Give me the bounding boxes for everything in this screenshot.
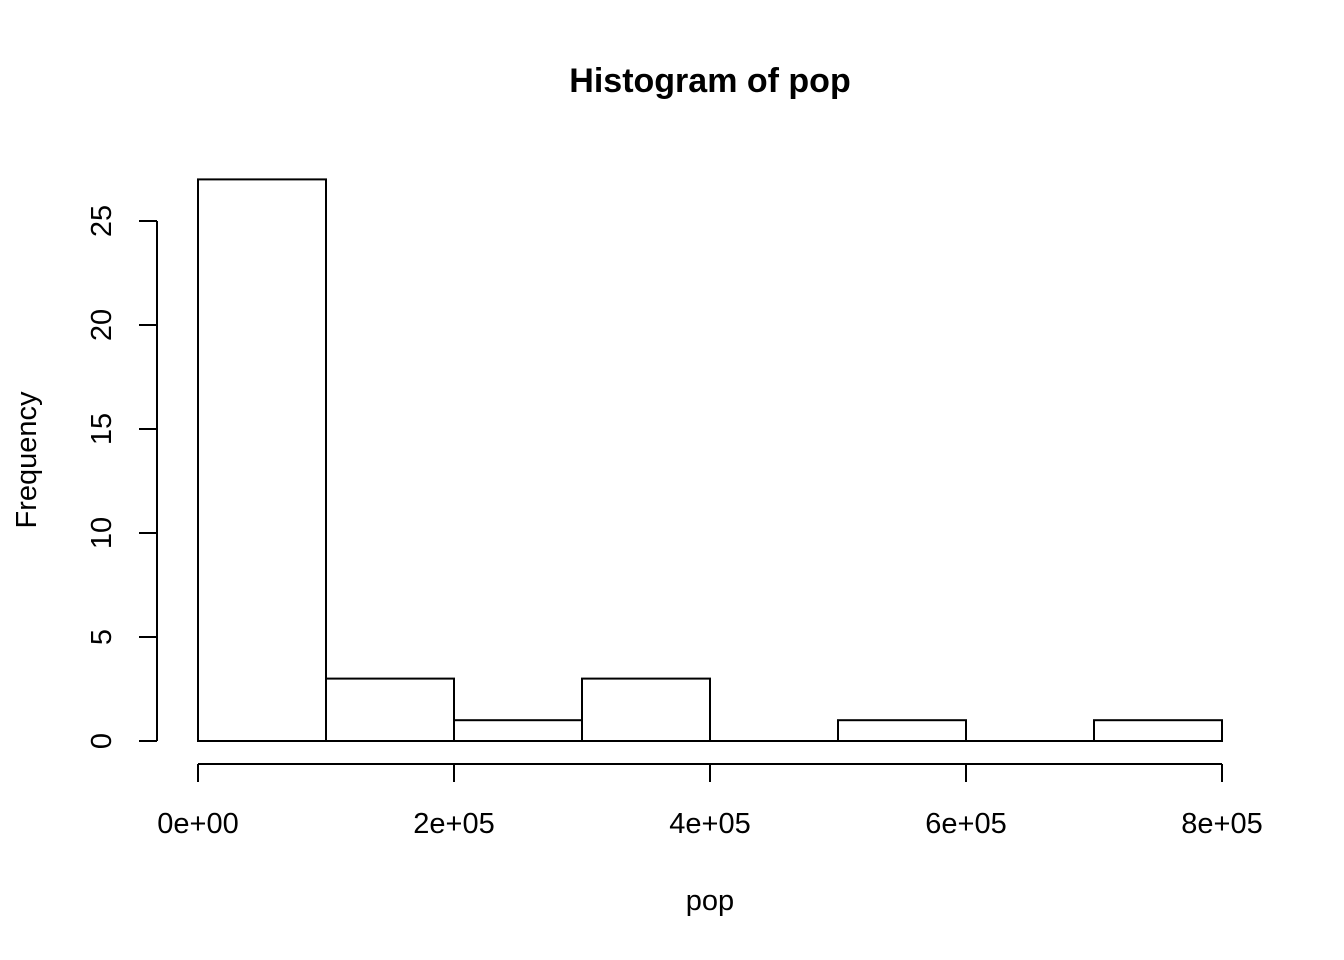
- y-tick-label-2: 10: [86, 517, 118, 549]
- y-tick-label-0: 0: [86, 733, 118, 749]
- x-tick-label-2: 4e+05: [669, 808, 750, 840]
- histogram-bar-5: [837, 719, 967, 743]
- y-tick-label-3: 15: [86, 413, 118, 445]
- histogram-bar-7: [1093, 719, 1223, 743]
- histogram-bar-2: [453, 719, 583, 743]
- y-tick-label-1: 5: [86, 629, 118, 645]
- histogram-bar-3: [581, 677, 711, 742]
- histogram-bar-1: [325, 677, 455, 742]
- x-tick-label-4: 8e+05: [1181, 808, 1262, 840]
- y-axis-label: Frequency: [11, 391, 43, 529]
- y-axis: 0 5 10 15 20 25: [86, 205, 158, 749]
- x-axis-label: pop: [686, 885, 734, 917]
- chart-title: Histogram of pop: [569, 62, 850, 100]
- y-tick-label-4: 20: [86, 309, 118, 341]
- x-axis: 0e+00 2e+05 4e+05 6e+05 8e+05: [157, 763, 1263, 840]
- x-tick-label-3: 6e+05: [925, 808, 1006, 840]
- bars-group: [197, 178, 1223, 743]
- histogram-bar-0: [197, 178, 327, 742]
- x-tick-label-1: 2e+05: [413, 808, 494, 840]
- y-tick-label-5: 25: [86, 205, 118, 237]
- x-tick-label-0: 0e+00: [157, 808, 238, 840]
